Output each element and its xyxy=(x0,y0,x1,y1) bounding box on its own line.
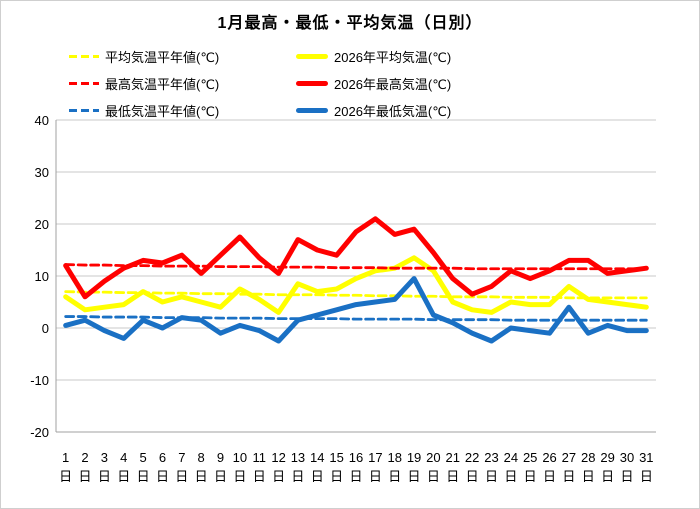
x-axis-label-unit: 日 xyxy=(446,469,459,484)
chart-title: 1月最高・最低・平均気温（日別） xyxy=(217,15,483,32)
x-axis-label-day: 14 xyxy=(310,450,324,465)
x-axis-label-unit: 日 xyxy=(175,469,188,484)
series-min-normal-line xyxy=(64,315,648,322)
x-axis-label-unit: 日 xyxy=(562,469,575,484)
x-axis-label-unit: 日 xyxy=(601,469,614,484)
legend-swatch-max-2026-solid-icon xyxy=(296,80,328,86)
x-axis-label-day: 25 xyxy=(523,450,537,465)
legend-item-avg-2026: 2026年平均気温(℃) xyxy=(296,47,451,65)
x-axis-label-unit: 日 xyxy=(620,469,633,484)
x-axis-label-day: 31 xyxy=(639,450,653,465)
legend-label-max-normal: 最高気温平年値(℃) xyxy=(105,76,220,92)
x-axis-label-day: 16 xyxy=(349,450,363,465)
x-axis-label-unit: 日 xyxy=(504,469,517,484)
x-axis-label-unit: 日 xyxy=(369,469,382,484)
legend-label-min-2026: 2026年最低気温(℃) xyxy=(334,103,452,119)
x-axis-label-unit: 日 xyxy=(272,469,285,484)
legend-item-avg-normal: 平均気温平年値(℃) xyxy=(69,47,296,65)
x-axis-label-day: 15 xyxy=(329,450,343,465)
x-axis-label-day: 6 xyxy=(159,450,166,465)
x-axis-label-unit: 日 xyxy=(137,469,150,484)
x-axis-label-day: 17 xyxy=(368,450,382,465)
x-axis-label-day: 7 xyxy=(178,450,185,465)
x-axis-label-unit: 日 xyxy=(98,469,111,484)
x-axis-label-day: 28 xyxy=(581,450,595,465)
x-axis-label-day: 23 xyxy=(484,450,498,465)
x-axis-label-day: 8 xyxy=(198,450,205,465)
y-axis-label: 40 xyxy=(35,113,49,128)
x-axis-label-day: 27 xyxy=(562,450,576,465)
x-axis-label-unit: 日 xyxy=(524,469,537,484)
x-axis-label-day: 22 xyxy=(465,450,479,465)
x-axis-label-unit: 日 xyxy=(388,469,401,484)
x-axis-label-unit: 日 xyxy=(485,469,498,484)
x-axis-label-day: 9 xyxy=(217,450,224,465)
x-axis-label-day: 24 xyxy=(504,450,518,465)
legend-swatch-avg-normal-dashed-icon xyxy=(69,54,99,58)
x-axis-label-unit: 日 xyxy=(543,469,556,484)
x-axis-label-day: 18 xyxy=(387,450,401,465)
y-axis-label: 0 xyxy=(42,321,49,336)
legend-swatch-max-normal-dashed-icon xyxy=(69,81,99,85)
legend-label-avg-normal: 平均気温平年値(℃) xyxy=(105,49,220,65)
x-axis-label-unit: 日 xyxy=(427,469,440,484)
x-axis-label-day: 12 xyxy=(271,450,285,465)
y-axis-label: -10 xyxy=(30,373,49,388)
x-axis-label-unit: 日 xyxy=(640,469,653,484)
legend-swatch-avg-2026-solid-icon xyxy=(296,53,328,59)
legend-item-min-normal: 最低気温平年値(℃) xyxy=(69,101,296,119)
legend-label-min-normal: 最低気温平年値(℃) xyxy=(105,103,220,119)
y-axis-label: -20 xyxy=(30,425,49,440)
x-axis-label-unit: 日 xyxy=(466,469,479,484)
x-axis-label-day: 5 xyxy=(139,450,146,465)
series-avg-normal-line xyxy=(64,290,648,300)
x-axis-label-day: 13 xyxy=(291,450,305,465)
legend-label-avg-2026: 2026年平均気温(℃) xyxy=(334,49,452,65)
x-axis-label-unit: 日 xyxy=(408,469,421,484)
legend-swatch-min-normal-dashed-icon xyxy=(69,108,99,112)
x-axis-label-unit: 日 xyxy=(156,469,169,484)
x-axis-label-unit: 日 xyxy=(195,469,208,484)
y-axis-label: 20 xyxy=(35,217,49,232)
legend-swatch-min-2026-solid-icon xyxy=(296,107,328,113)
series-min-2026-line xyxy=(63,276,649,344)
x-axis-label-unit: 日 xyxy=(79,469,92,484)
x-axis-label-day: 19 xyxy=(407,450,421,465)
x-axis-label-day: 26 xyxy=(542,450,556,465)
x-axis-label-day: 20 xyxy=(426,450,440,465)
x-axis-label-day: 30 xyxy=(620,450,634,465)
x-axis-label-unit: 日 xyxy=(233,469,246,484)
x-axis-label-unit: 日 xyxy=(291,469,304,484)
x-axis-label-day: 4 xyxy=(120,450,127,465)
legend-item-max-normal: 最高気温平年値(℃) xyxy=(69,74,296,92)
y-axis-label: 30 xyxy=(35,165,49,180)
x-axis-label-day: 3 xyxy=(101,450,108,465)
legend-item-min-2026: 2026年最低気温(℃) xyxy=(296,101,451,119)
x-axis-label-unit: 日 xyxy=(117,469,130,484)
x-axis-label-day: 29 xyxy=(600,450,614,465)
x-axis-label-day: 21 xyxy=(446,450,460,465)
x-axis-label-unit: 日 xyxy=(253,469,266,484)
series-avg-2026-line xyxy=(63,255,649,315)
x-axis-label-day: 2 xyxy=(81,450,88,465)
x-axis-label-unit: 日 xyxy=(349,469,362,484)
legend-label-max-2026: 2026年最高気温(℃) xyxy=(334,76,452,92)
x-axis-label-day: 1 xyxy=(62,450,69,465)
x-axis-label-unit: 日 xyxy=(582,469,595,484)
y-axis-label: 10 xyxy=(35,269,49,284)
x-axis-label-day: 11 xyxy=(252,450,266,465)
x-axis-label-unit: 日 xyxy=(214,469,227,484)
x-axis-label-unit: 日 xyxy=(59,469,72,484)
series-max-2026-line xyxy=(63,216,649,300)
legend-item-max-2026: 2026年最高気温(℃) xyxy=(296,74,451,92)
x-axis-label-unit: 日 xyxy=(330,469,343,484)
chart-legend: 平均気温平年値(℃) 2026年平均気温(℃) 最高気温平年値(℃) 2026年最高気… xyxy=(69,47,451,119)
x-axis-label-unit: 日 xyxy=(311,469,324,484)
x-axis-label-day: 10 xyxy=(233,450,247,465)
